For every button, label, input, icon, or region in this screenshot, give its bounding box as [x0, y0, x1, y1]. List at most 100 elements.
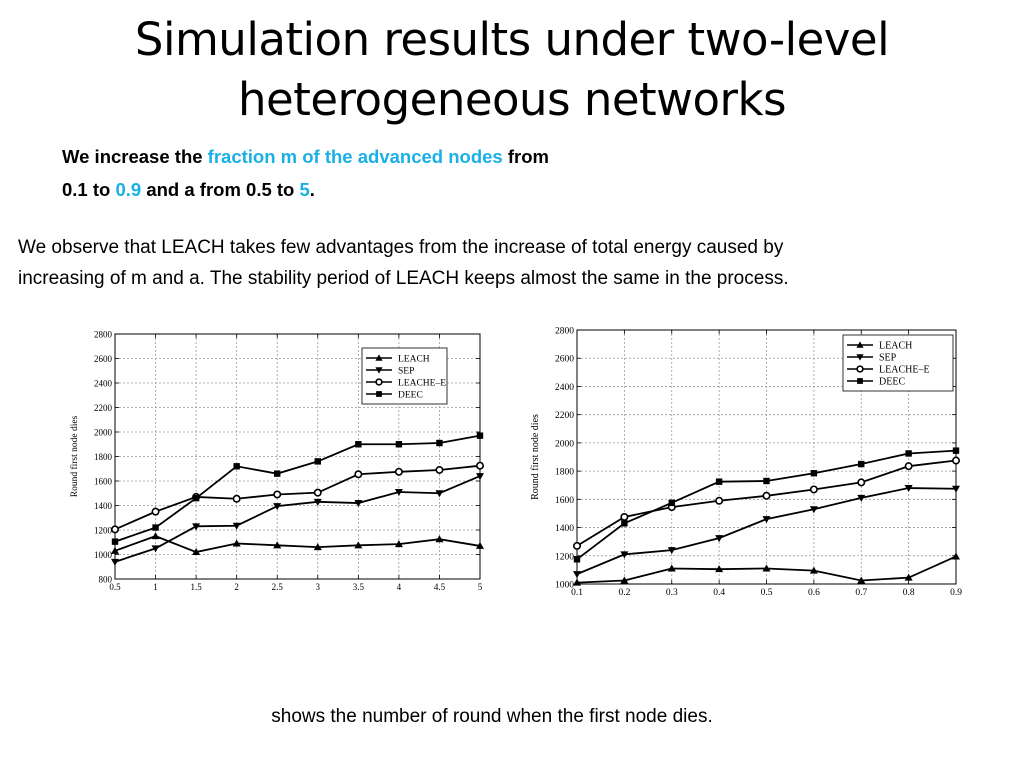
- left-chart-line-deec: [114, 434, 481, 543]
- right-chart-ytick-label: 2400: [555, 383, 574, 393]
- left-chart-xtick-label: 1: [153, 582, 158, 592]
- left-chart-series-leach: [111, 532, 484, 556]
- left-chart-point-deec: [192, 494, 200, 502]
- subtitle-text-1a: We increase the: [62, 146, 208, 167]
- left-chart-point-deec: [233, 463, 240, 470]
- right-chart-ylabel: Round first node dies: [530, 414, 541, 500]
- observation-text: We observe that LEACH takes few advantag…: [18, 232, 1018, 294]
- left-chart-ytick-label: 2200: [94, 403, 113, 413]
- title-line-2: heterogeneous networks: [237, 73, 787, 126]
- right-chart-series-deec: [573, 447, 960, 563]
- right-chart-point-leach: [573, 578, 581, 586]
- right-chart-point-leache-e: [904, 462, 913, 471]
- right-chart-point-sep: [573, 571, 581, 579]
- right-chart-legend-marker-leache-e: [856, 365, 864, 373]
- left-chart-point-leach: [273, 541, 282, 549]
- right-chart-point-leache-e: [809, 485, 818, 494]
- left-chart-ytick-label: 2800: [94, 330, 113, 340]
- subtitle-highlight-a-max: 5: [299, 179, 310, 200]
- right-chart-point-leach: [904, 573, 913, 581]
- left-chart-series-deec: [111, 432, 484, 545]
- left-chart-legend-label-leache-e: LEACHE–E: [398, 379, 446, 389]
- left-chart-point-sep: [354, 500, 363, 508]
- left-chart-series-leache-e: [110, 461, 484, 534]
- left-chart-legend-label-leach: LEACH: [398, 355, 430, 365]
- left-chart-ytick-label: 1400: [94, 501, 113, 511]
- right-chart-legend-label-leach: LEACH: [879, 341, 912, 352]
- left-chart-xtick-label: 4: [397, 582, 402, 592]
- observation-line-1: We observe that LEACH takes few advantag…: [18, 237, 784, 258]
- left-chart-xtick-label: 2: [234, 582, 239, 592]
- right-chart-series-leach: [573, 552, 960, 586]
- right-chart-legend-label-leache-e: LEACHE–E: [879, 365, 930, 376]
- right-chart-ytick-label: 2200: [555, 411, 574, 421]
- right-chart-ytick-label: 1200: [555, 552, 574, 562]
- right-chart-point-leache-e: [951, 456, 960, 465]
- right-chart-point-leache-e: [620, 512, 629, 521]
- left-chart-point-deec: [436, 439, 443, 447]
- left-chart-point-leache-e: [110, 525, 119, 534]
- left-chart-point-leach: [354, 541, 363, 549]
- left-chart-point-leach: [232, 539, 241, 547]
- subtitle-text-2e: .: [309, 179, 315, 200]
- left-chart-point-deec: [274, 470, 281, 477]
- left-chart-ytick-label: 1600: [94, 477, 113, 487]
- left-chart-point-leache-e: [354, 470, 363, 479]
- right-chart-legend-label-deec: DEEC: [879, 377, 905, 388]
- left-chart-point-deec: [355, 441, 362, 448]
- left-chart-point-sep: [313, 498, 322, 506]
- right-chart-legend-marker-deec: [857, 378, 863, 384]
- left-chart-xtick-label: 3: [316, 582, 321, 592]
- right-chart-point-leach: [857, 576, 866, 584]
- left-chart-point-leache-e: [313, 488, 322, 497]
- right-chart-point-leach: [952, 552, 960, 560]
- left-chart-point-sep: [394, 489, 403, 497]
- left-chart-point-deec: [314, 458, 321, 465]
- left-chart-point-sep: [151, 545, 160, 553]
- right-chart-legend-marker-sep: [856, 354, 864, 361]
- right-chart-point-deec: [763, 477, 770, 485]
- subtitle-line-2: 0.1 to 0.9 and a from 0.5 to 5.: [62, 173, 742, 206]
- right-chart-point-leach: [715, 565, 724, 573]
- right-chart-xtick-label: 0.9: [950, 588, 962, 598]
- right-chart-xtick-label: 0.4: [713, 588, 725, 598]
- right-chart-xtick-label: 0.1: [571, 588, 583, 598]
- right-chart-point-sep: [620, 551, 629, 559]
- subtitle-line-1: We increase the fraction m of the advanc…: [62, 140, 742, 173]
- left-chart-point-sep: [476, 473, 484, 481]
- left-chart-ytick-label: 1000: [94, 550, 113, 560]
- subtitle-text-1c: from: [502, 146, 549, 167]
- right-chart-point-leach: [809, 566, 818, 574]
- right-chart-point-deec: [952, 447, 960, 454]
- caption: shows the number of round when the first…: [271, 706, 713, 727]
- left-chart-legend-label-deec: DEEC: [398, 391, 423, 401]
- right-chart-point-leache-e: [857, 478, 866, 487]
- right-chart-xtick-label: 0.7: [855, 588, 867, 598]
- left-chart-legend-label-sep: SEP: [398, 367, 414, 377]
- left-chart-legend-marker-sep: [375, 367, 383, 374]
- left-chart-ytick-label: 1200: [94, 526, 113, 536]
- right-chart-ytick-label: 1800: [555, 468, 574, 478]
- left-chart-point-deec: [395, 441, 403, 448]
- right-chart-xtick-label: 0.2: [618, 588, 630, 598]
- left-chart-line-leache-e: [114, 464, 481, 531]
- right-chart-point-leach: [762, 564, 771, 572]
- right-chart-point-sep: [904, 485, 913, 493]
- right-chart-xtick-label: 0.6: [808, 588, 820, 598]
- left-chart-point-leach: [111, 546, 119, 554]
- right-chart-series-sep: [573, 485, 960, 579]
- left-chart-point-sep: [111, 558, 119, 566]
- left-chart-ylabel: Round first node dies: [69, 415, 80, 497]
- right-chart-point-deec: [858, 460, 865, 468]
- right-chart-point-sep: [762, 516, 771, 524]
- left-chart-legend-marker-leache-e: [375, 378, 383, 386]
- right-chart-point-leache-e: [715, 496, 724, 505]
- left-chart-legend-marker-leach: [375, 354, 383, 361]
- left-chart-point-leach: [394, 540, 403, 548]
- left-chart-xtick-label: 3.5: [353, 582, 365, 592]
- right-chart-point-sep: [715, 535, 724, 543]
- left-chart-ytick-label: 2600: [94, 354, 113, 364]
- left-chart-point-leache-e: [151, 507, 160, 516]
- left-chart-point-sep: [273, 503, 282, 511]
